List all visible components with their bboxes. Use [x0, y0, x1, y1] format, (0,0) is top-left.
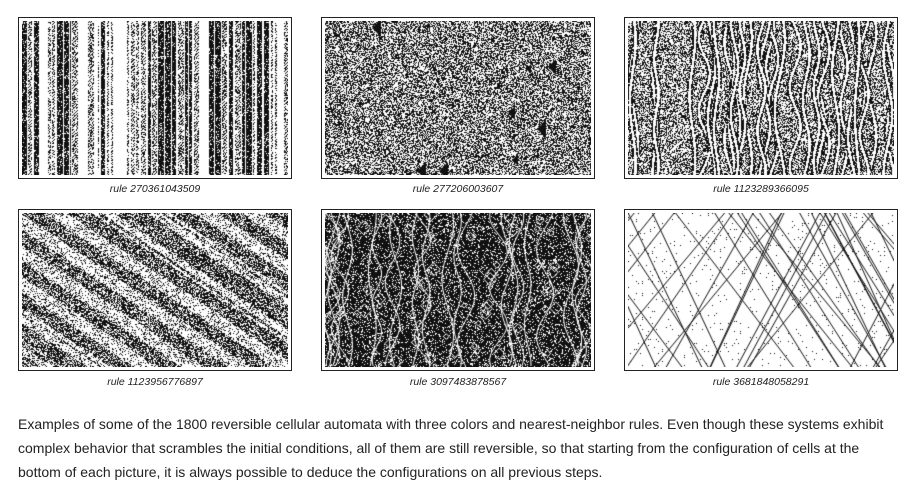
- automaton-pattern-4: [22, 213, 288, 367]
- figure-panel-1: [18, 17, 292, 179]
- figure-label-2: rule 277206003607: [412, 183, 504, 195]
- figure-panel-6: [624, 209, 898, 371]
- figure-panel-4: [18, 209, 292, 371]
- figure-label-4: rule 1123956776897: [107, 376, 203, 388]
- automaton-pattern-6: [628, 213, 894, 367]
- automaton-pattern-3: [628, 21, 894, 175]
- figure-label-1: rule 270361043509: [109, 183, 201, 195]
- automaton-pattern-2: [325, 21, 591, 175]
- automaton-pattern-1: [22, 21, 288, 175]
- figure-label-6: rule 3681848058291: [712, 376, 810, 388]
- figure-panel-5: [321, 209, 595, 371]
- figure-panel-3: [624, 17, 898, 179]
- figure-label-5: rule 3097483878567: [409, 376, 507, 388]
- figure-panel-2: [321, 17, 595, 179]
- figure-label-3: rule 1123289366095: [713, 183, 809, 195]
- automaton-pattern-5: [325, 213, 591, 367]
- figure-caption: Examples of some of the 1800 reversible …: [18, 416, 884, 480]
